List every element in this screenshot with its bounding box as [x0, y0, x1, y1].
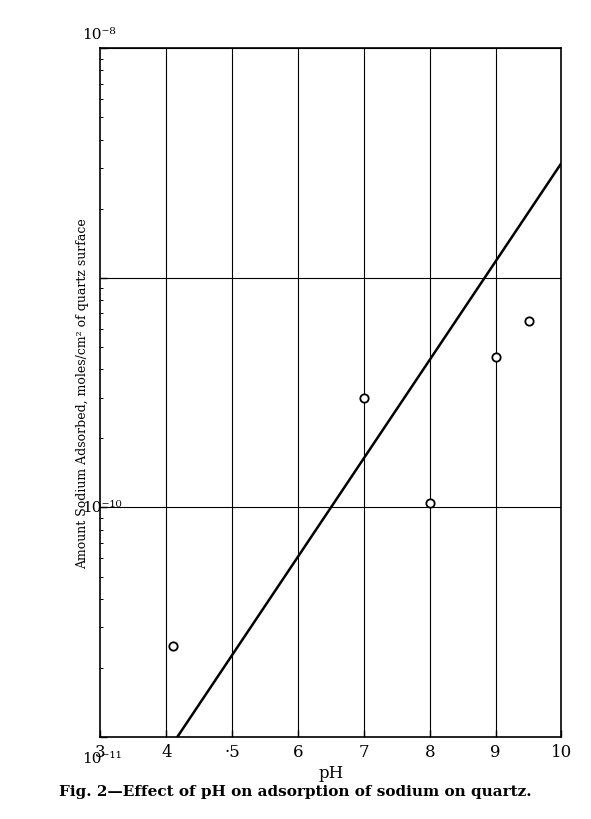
Y-axis label: Amount Sodium Adsorbed, moles/cm² of quartz surface: Amount Sodium Adsorbed, moles/cm² of qua… — [76, 218, 89, 568]
Text: 10⁻¹⁰: 10⁻¹⁰ — [82, 500, 122, 515]
X-axis label: pH: pH — [319, 764, 343, 781]
Text: 10⁻¹¹: 10⁻¹¹ — [82, 751, 122, 765]
Text: 10⁻⁸: 10⁻⁸ — [82, 29, 116, 43]
Text: Fig. 2—Effect of pH on adsorption of sodium on quartz.: Fig. 2—Effect of pH on adsorption of sod… — [59, 785, 532, 799]
